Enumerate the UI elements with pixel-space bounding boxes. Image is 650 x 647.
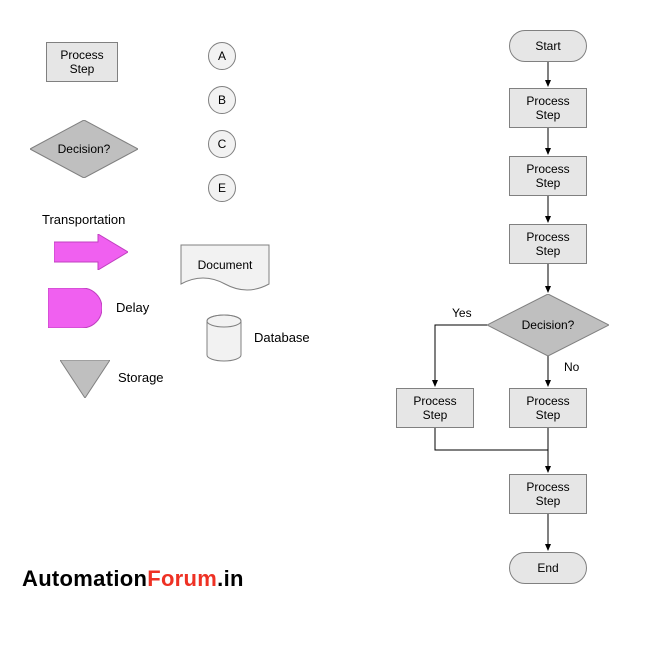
branding-part-b: Forum xyxy=(147,566,217,591)
flow-process-yes: ProcessStep xyxy=(396,388,474,428)
legend-transportation-label: Transportation xyxy=(42,212,125,227)
flow-decision: Decision? xyxy=(487,294,609,356)
legend-database-icon xyxy=(206,314,242,362)
flow-process-2-label: ProcessStep xyxy=(526,162,569,191)
flow-start-label: Start xyxy=(535,39,560,53)
flow-process-no: ProcessStep xyxy=(509,388,587,428)
legend-transportation-icon xyxy=(54,234,128,270)
edge-label-no: No xyxy=(564,360,579,374)
legend-decision: Decision? xyxy=(30,120,138,178)
flow-start: Start xyxy=(509,30,587,62)
legend-database-label: Database xyxy=(254,330,310,345)
flow-end: End xyxy=(509,552,587,584)
legend-decision-label: Decision? xyxy=(58,142,111,156)
flow-process-1-label: ProcessStep xyxy=(526,94,569,123)
branding-part-a: Automation xyxy=(22,566,147,591)
branding-watermark: AutomationForum.in xyxy=(22,566,244,592)
legend-storage-label: Storage xyxy=(118,370,164,385)
legend-connector-b-label: B xyxy=(218,93,226,107)
flow-process-2: ProcessStep xyxy=(509,156,587,196)
flow-process-yes-label: ProcessStep xyxy=(413,394,456,423)
legend-delay-label: Delay xyxy=(116,300,149,315)
flow-process-5: ProcessStep xyxy=(509,474,587,514)
legend-connector-a-label: A xyxy=(218,49,226,63)
legend-connector-a: A xyxy=(208,42,236,70)
legend-connector-e: E xyxy=(208,174,236,202)
legend-document-icon: Document xyxy=(180,244,270,292)
flow-process-5-label: ProcessStep xyxy=(526,480,569,509)
legend-process-step-label: ProcessStep xyxy=(60,48,103,77)
legend-connector-e-label: E xyxy=(218,181,226,195)
branding-part-c: .in xyxy=(217,566,244,591)
legend-connector-c-label: C xyxy=(218,137,227,151)
flow-process-3-label: ProcessStep xyxy=(526,230,569,259)
legend-connector-b: B xyxy=(208,86,236,114)
flow-process-1: ProcessStep xyxy=(509,88,587,128)
legend-delay-icon xyxy=(48,288,102,328)
flow-end-label: End xyxy=(537,561,558,575)
legend-document-label: Document xyxy=(180,258,270,272)
flow-process-3: ProcessStep xyxy=(509,224,587,264)
flow-decision-label: Decision? xyxy=(522,318,575,332)
flow-process-no-label: ProcessStep xyxy=(526,394,569,423)
legend-connector-c: C xyxy=(208,130,236,158)
edge-label-yes: Yes xyxy=(452,306,472,320)
legend-storage-icon xyxy=(60,360,110,398)
legend-process-step: ProcessStep xyxy=(46,42,118,82)
